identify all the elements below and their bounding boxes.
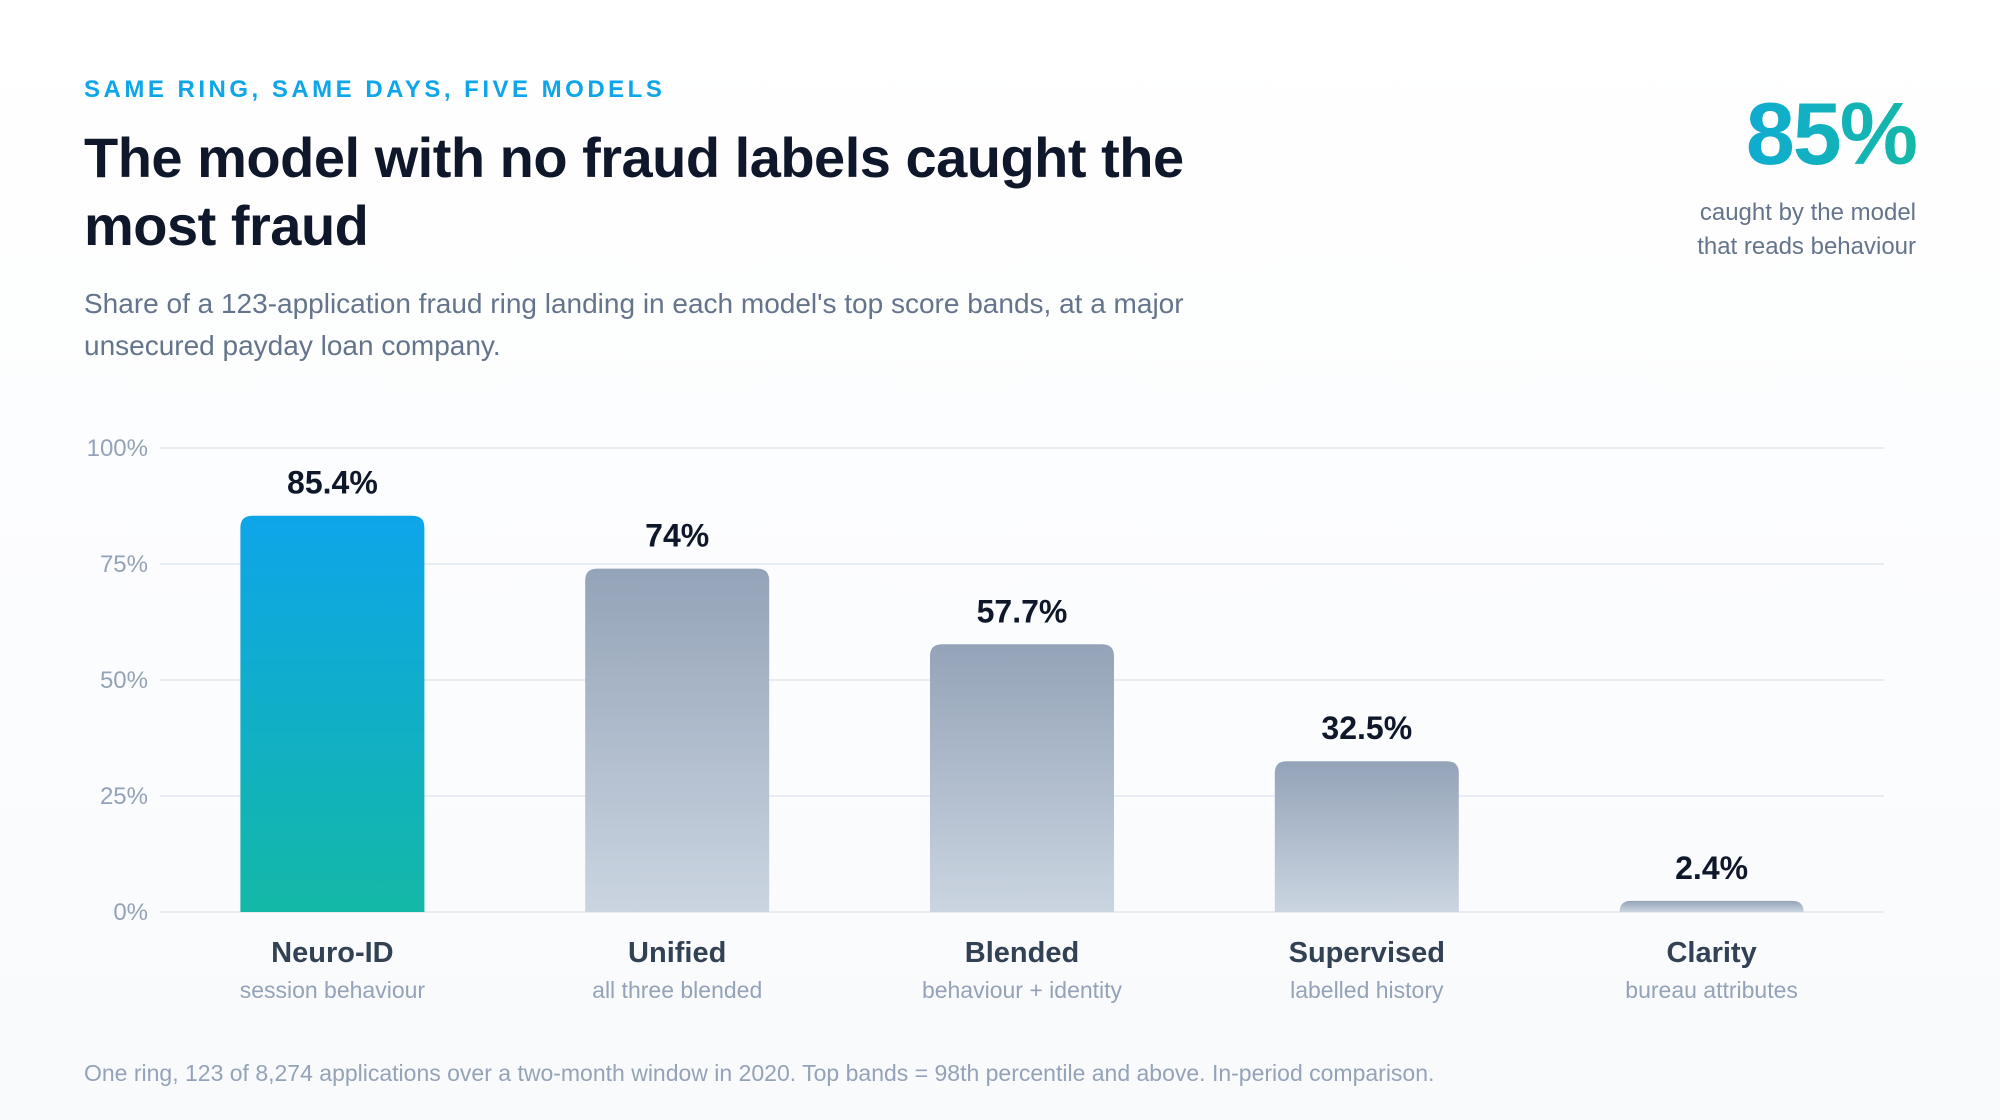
bar-value-label: 74% [645,518,709,554]
x-category-sublabel: behaviour + identity [922,977,1123,1003]
y-tick-label: 100% [87,435,148,462]
bar-supervised [1274,761,1459,912]
bar-value-label: 2.4% [1675,850,1748,886]
y-tick-label: 75% [100,551,148,578]
bar-unified [585,568,770,912]
bar-clarity [1619,900,1804,912]
x-category-sublabel: session behaviour [240,977,426,1003]
x-category-label: Neuro-ID [271,937,393,969]
bar-blended [930,644,1114,912]
x-category-sublabel: bureau attributes [1625,977,1798,1003]
bar-value-label: 32.5% [1321,710,1412,746]
bar-value-label: 85.4% [287,465,378,501]
key-stat-callout: 85% caught by the model that reads behav… [1656,86,1918,264]
chart-title: The model with no fraud labels caught th… [84,126,1184,257]
x-category-label: Clarity [1666,937,1756,969]
chart-subtitle: Share of a 123-application fraud ring la… [84,288,1184,361]
y-tick-label: 50% [100,667,148,694]
bar-value-label: 57.7% [977,593,1068,629]
y-tick-label: 25% [100,783,148,810]
footnote: One ring, 123 of 8,274 applications over… [84,1060,1435,1086]
eyebrow: SAME RING, SAME DAYS, FIVE MODELS [84,76,666,103]
x-category-label: Unified [628,937,726,969]
key-stat-value: 85% [1656,86,1918,182]
y-tick-label: 0% [113,899,148,926]
key-stat-text: caught by the model that reads behaviour [1697,199,1916,260]
x-category-label: Supervised [1289,937,1445,969]
x-category-sublabel: labelled history [1290,977,1444,1003]
x-category-sublabel: all three blended [592,977,762,1003]
x-category-label: Blended [965,937,1079,969]
bar-chart: 0% 25% 50% 75% 100% 85.4% Neuro-ID session beha… [87,435,1884,1003]
bar-neuro-id [240,515,425,912]
